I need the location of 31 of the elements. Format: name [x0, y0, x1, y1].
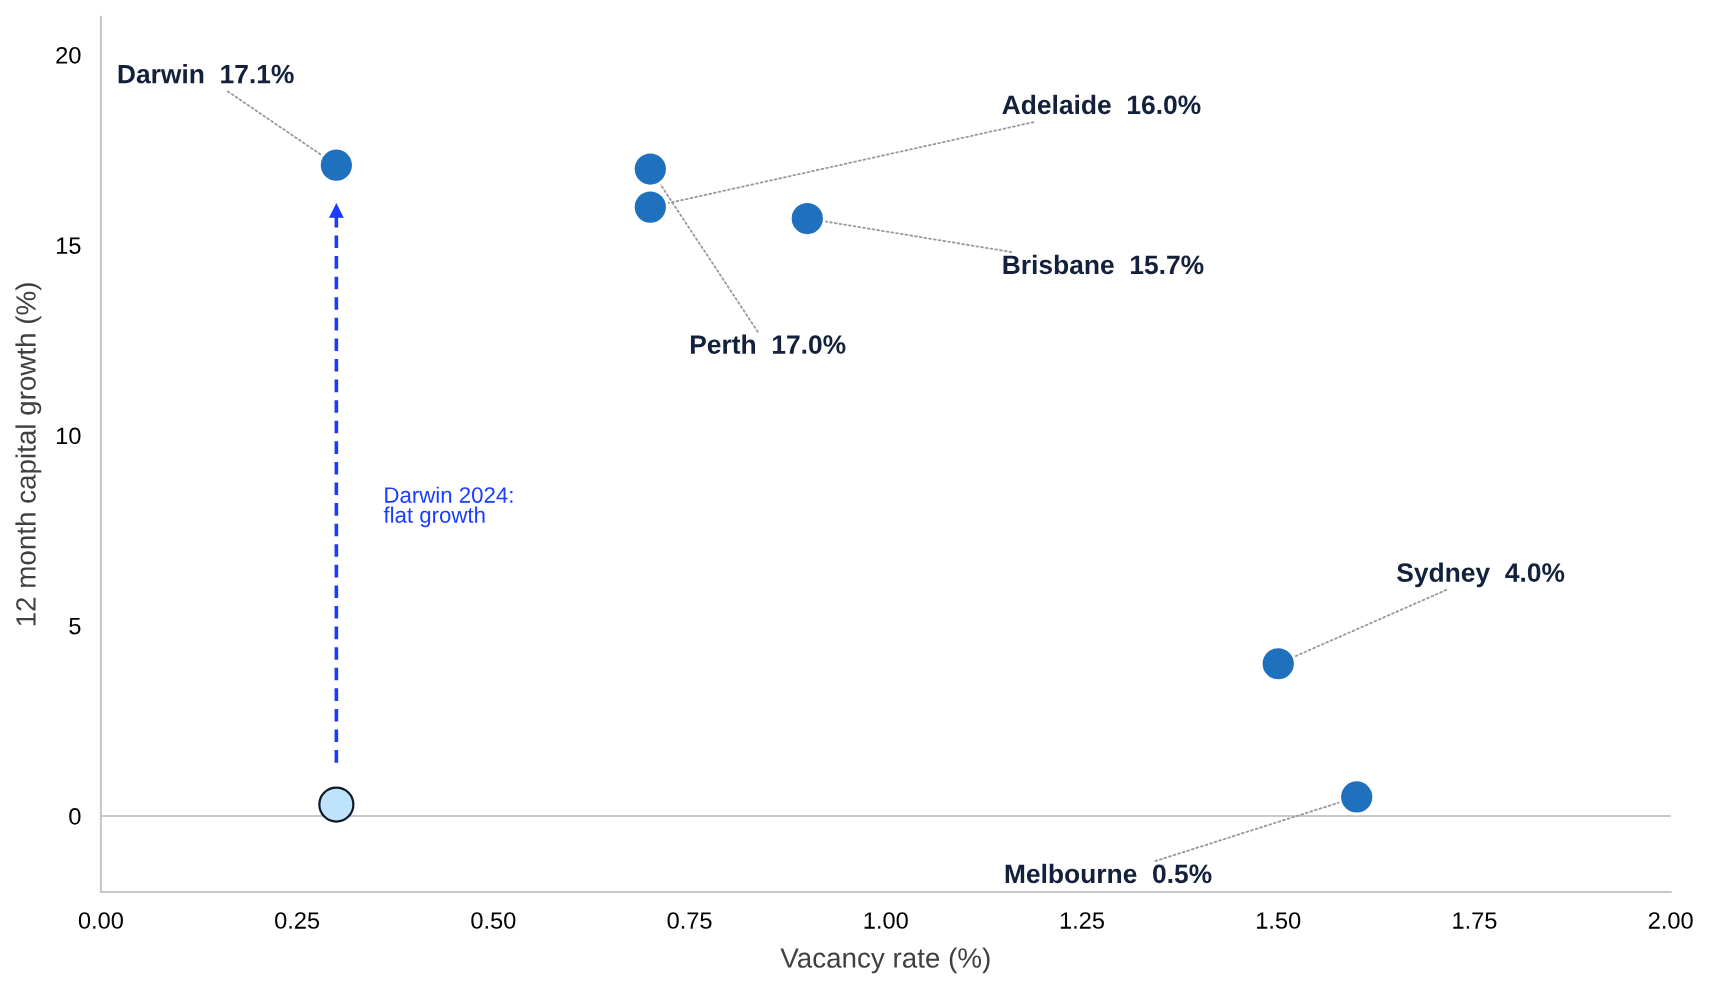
x-tick-label: 1.75 — [1453, 912, 1497, 929]
y-tick-label: 10 — [56, 427, 81, 445]
x-tick-label: 1.00 — [864, 912, 908, 929]
y-tick-label: 15 — [56, 237, 81, 254]
annotation: Sydney 4.0% — [1397, 562, 1565, 588]
y-tick-label: 5 — [69, 618, 81, 635]
point — [1259, 645, 1297, 683]
annotation: Adelaide 16.0% — [1002, 94, 1201, 115]
point — [788, 200, 826, 237]
annotation: Darwin 17.1% — [118, 64, 294, 84]
x-tick-label: 0.75 — [667, 912, 712, 929]
point — [317, 146, 355, 184]
x-tick-label: 0.00 — [78, 912, 123, 929]
annotation: Melbourne 0.5% — [1005, 863, 1212, 884]
x-tick-label: 1.25 — [1060, 912, 1104, 929]
point — [1338, 778, 1376, 816]
annotation: Perth 17.0% — [690, 334, 846, 354]
x-axis-title: Vacancy rate (%) — [780, 947, 990, 974]
x-tick-label: 2.00 — [1648, 912, 1693, 929]
y-tick-label: 20 — [56, 46, 81, 64]
annotation: Brisbane 15.7% — [1003, 254, 1204, 275]
x-tick-label: 0.50 — [471, 912, 516, 929]
point — [631, 150, 669, 188]
y-tick-label: 0 — [69, 808, 81, 825]
x-tick-label: 1.50 — [1257, 912, 1301, 929]
point — [631, 188, 669, 226]
annotation: Darwin 2024: flat growth — [383, 486, 513, 528]
point — [318, 786, 355, 823]
point — [329, 203, 344, 218]
x-tick-label: 0.25 — [275, 912, 320, 929]
y-axis-title: 12 month capital growth (%) — [15, 283, 42, 626]
